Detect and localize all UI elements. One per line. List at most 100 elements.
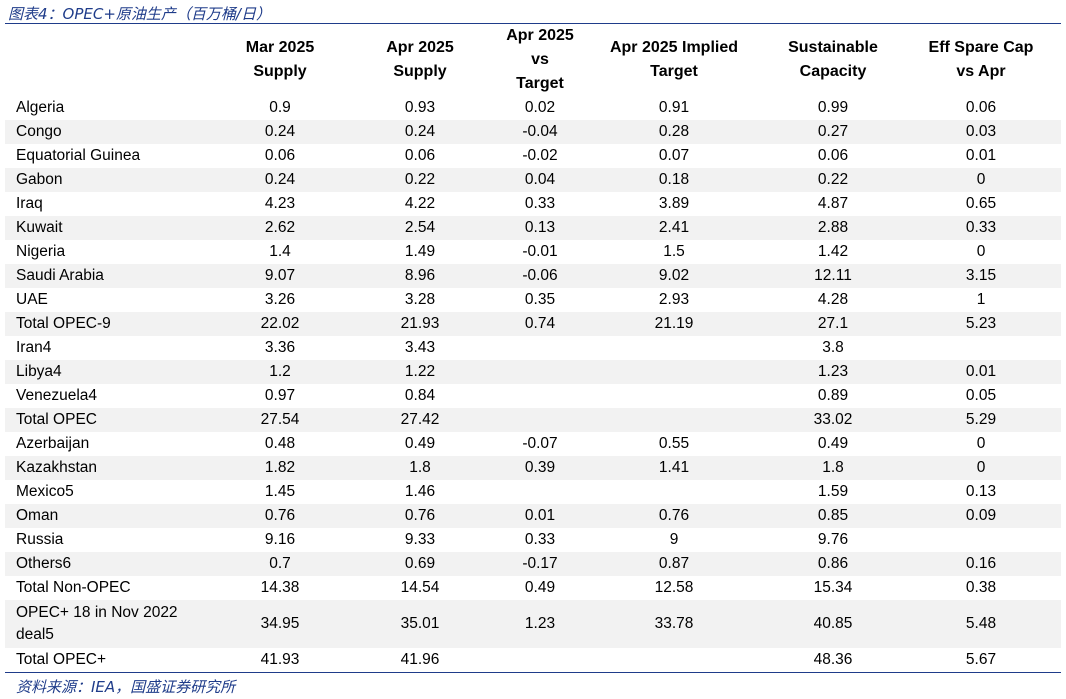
table-cell: 0.55 xyxy=(658,435,690,452)
table-row: Russia 9.16 9.33 0.33 9 9.76 xyxy=(5,528,1061,552)
table-cell: 2.93 xyxy=(658,291,690,308)
table-cell: 9.02 xyxy=(583,264,765,288)
table-cell: 4.22 xyxy=(404,195,436,212)
table-body: Algeria 0.9 0.93 0.02 0.91 0.99 0.06 Congo 0.24 0… xyxy=(5,96,1061,672)
table-cell: 1.23 xyxy=(765,360,901,384)
table-cell: 34.95 xyxy=(217,600,343,648)
table-cell: 0.97 xyxy=(264,387,296,404)
table-cell: 33.02 xyxy=(765,408,901,432)
table-cell xyxy=(583,384,765,408)
row-label: UAE xyxy=(16,291,48,308)
table-cell: 48.36 xyxy=(813,651,853,668)
table-cell: 0.06 xyxy=(264,147,296,164)
table-row: Venezuela4 0.97 0.84 0.89 0.05 xyxy=(5,384,1061,408)
table-cell: 3.36 xyxy=(264,339,296,356)
table-row: Gabon 0.24 0.22 0.04 0.18 0.22 0 xyxy=(5,168,1061,192)
table-cell: 21.93 xyxy=(343,312,497,336)
table-cell xyxy=(583,480,765,504)
table-row: Azerbaijan 0.48 0.49 -0.07 0.55 0.49 0 xyxy=(5,432,1061,456)
table-cell: 27.54 xyxy=(217,408,343,432)
table-cell: 9.33 xyxy=(404,531,436,548)
table-cell: 0.22 xyxy=(343,168,497,192)
table-cell: 8.96 xyxy=(343,264,497,288)
table-row: Total OPEC+ 41.93 41.96 48.36 5.67 xyxy=(5,648,1061,672)
table-cell: -0.07 xyxy=(522,435,558,452)
table-cell: 5.48 xyxy=(901,600,1061,648)
table-cell: 0.03 xyxy=(901,120,1061,144)
table-cell: 0.38 xyxy=(965,579,997,596)
header-row: Mar 2025 Supply Apr 2025 Supply Apr 2025 vs… xyxy=(5,24,1061,96)
table-row: Libya4 1.2 1.22 1.23 0.01 xyxy=(5,360,1061,384)
table-cell: 3.8 xyxy=(822,339,844,356)
table-cell: -0.17 xyxy=(497,552,583,576)
row-label: Gabon xyxy=(5,168,217,192)
table-cell: 1.22 xyxy=(343,360,497,384)
row-label: Kuwait xyxy=(5,216,217,240)
table-cell: 0.06 xyxy=(404,147,436,164)
table-row: UAE 3.26 3.28 0.35 2.93 4.28 1 xyxy=(5,288,1061,312)
table-cell: 9.76 xyxy=(817,531,849,548)
table-cell: 1.5 xyxy=(663,243,685,260)
table-cell: -0.02 xyxy=(522,147,558,164)
row-label: OPEC+ 18 in Nov 2022 deal5 xyxy=(5,600,217,648)
table-row: Total OPEC 27.54 27.42 33.02 5.29 xyxy=(5,408,1061,432)
row-label: Total Non-OPEC xyxy=(16,579,131,596)
table-cell: 0.06 xyxy=(817,147,849,164)
table-row: OPEC+ 18 in Nov 2022 deal5 34.95 35.01 1.23… xyxy=(5,600,1061,648)
row-label: Mexico5 xyxy=(16,483,74,500)
table-cell: 0.01 xyxy=(965,147,997,164)
table-cell: 0.35 xyxy=(524,291,556,308)
table-cell: 14.54 xyxy=(400,579,440,596)
table-cell: 4.87 xyxy=(817,195,849,212)
table-cell: -0.06 xyxy=(497,264,583,288)
row-label: Russia xyxy=(16,531,64,548)
table-row: Congo 0.24 0.24 -0.04 0.28 0.27 0.03 xyxy=(5,120,1061,144)
table-row: Saudi Arabia 9.07 8.96 -0.06 9.02 12.11 3.15 xyxy=(5,264,1061,288)
row-label: Total OPEC+ xyxy=(16,651,107,668)
header-cell: Eff Spare Cap vs Apr xyxy=(928,39,1034,80)
table-cell: 3.89 xyxy=(658,195,690,212)
table-cell: 1 xyxy=(976,291,986,308)
table-cell: 0.76 xyxy=(583,504,765,528)
table-cell: 0 xyxy=(901,168,1061,192)
row-label: Total OPEC xyxy=(5,408,217,432)
table-cell: 9 xyxy=(669,531,679,548)
table-cell: 1.46 xyxy=(404,483,436,500)
table-cell: 2.54 xyxy=(343,216,497,240)
table-row: Equatorial Guinea 0.06 0.06 -0.02 0.07 0.06 0.… xyxy=(5,144,1061,168)
table-cell xyxy=(583,408,765,432)
table-cell: 0.27 xyxy=(765,120,901,144)
table-row: Kuwait 2.62 2.54 0.13 2.41 2.88 0.33 xyxy=(5,216,1061,240)
table-cell: 1.8 xyxy=(765,456,901,480)
top-rule xyxy=(5,23,1061,24)
table-cell: 0.01 xyxy=(497,504,583,528)
table-cell: -0.04 xyxy=(497,120,583,144)
table-cell: 22.02 xyxy=(217,312,343,336)
row-label: Others6 xyxy=(5,552,217,576)
header-cell: Apr 2025 Supply xyxy=(386,39,454,80)
table-cell: 5.29 xyxy=(901,408,1061,432)
table-cell xyxy=(583,648,765,672)
table-cell: 27.1 xyxy=(765,312,901,336)
table-cell: 0.49 xyxy=(817,435,849,452)
table-cell: 0.24 xyxy=(217,120,343,144)
table-cell: 0.24 xyxy=(343,120,497,144)
table-cell: 3.26 xyxy=(264,291,296,308)
table-cell xyxy=(497,336,583,360)
table-cell: 0.01 xyxy=(901,360,1061,384)
table-cell: 0.74 xyxy=(497,312,583,336)
table-cell: 12.58 xyxy=(654,579,694,596)
table-cell: 0.07 xyxy=(658,147,690,164)
table-cell: 0.7 xyxy=(217,552,343,576)
table-cell: 0.65 xyxy=(965,195,997,212)
table-cell: 0 xyxy=(976,435,986,452)
figure-caption: 图表4：OPEC+原油生产（百万桶/日） xyxy=(8,5,271,23)
table-row: Iran4 3.36 3.43 3.8 xyxy=(5,336,1061,360)
table-cell xyxy=(497,648,583,672)
table-cell: 1.42 xyxy=(817,243,849,260)
row-label: Libya4 xyxy=(5,360,217,384)
table-cell: 27.42 xyxy=(343,408,497,432)
table-cell: 9.07 xyxy=(217,264,343,288)
table-cell: 0.05 xyxy=(965,387,997,404)
table-cell: 33.78 xyxy=(583,600,765,648)
